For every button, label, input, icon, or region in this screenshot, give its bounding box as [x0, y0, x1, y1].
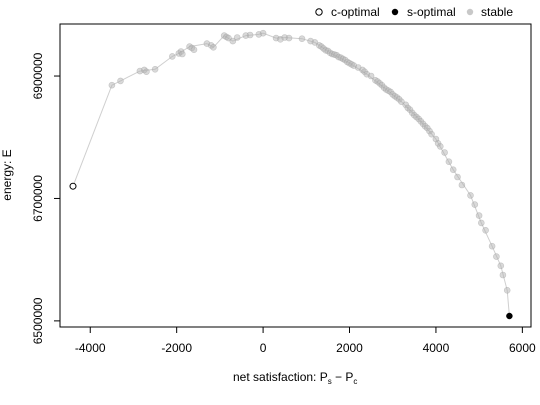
frontier-line-layer — [72, 32, 510, 317]
x-axis-title: net satisfaction: Ps − Pc — [233, 370, 357, 386]
x-axis: -4000 -2000 0 2000 4000 6000 — [75, 326, 536, 355]
data-point-stable — [179, 50, 186, 58]
x-axis-title-sub-c: c — [353, 377, 357, 386]
data-point-stable — [233, 34, 241, 41]
data-point-stable — [445, 158, 453, 165]
data-point-stable — [367, 72, 375, 80]
x-axis-title-minus: − P — [332, 370, 354, 384]
data-point-stable — [467, 192, 474, 199]
data-point-stable — [259, 29, 267, 37]
points-layer — [69, 29, 513, 320]
data-point-stable — [169, 53, 176, 60]
y-tick-label: 6900000 — [31, 52, 45, 99]
y-axis-title: energy: E — [0, 149, 14, 200]
x-tick-label: 0 — [260, 341, 267, 355]
x-tick-label: -2000 — [161, 341, 192, 355]
y-tick-label: 6500000 — [31, 297, 45, 344]
legend: c-optimal s-optimal stable — [315, 5, 513, 19]
data-point-stable — [471, 201, 479, 208]
data-point-stable — [428, 130, 435, 138]
data-point-stable — [151, 66, 159, 73]
data-point-stable — [246, 31, 254, 39]
data-point-stable — [499, 271, 507, 279]
data-point-stable — [229, 37, 237, 45]
x-tick-label: 4000 — [423, 341, 450, 355]
legend-label-s-optimal: s-optimal — [407, 5, 456, 19]
data-point-stable — [497, 262, 505, 270]
x-tick-label: -4000 — [75, 341, 106, 355]
data-point-stable — [475, 212, 483, 219]
data-point-s-optimal — [506, 312, 513, 320]
legend-marker-s-optimal — [391, 8, 399, 16]
x-axis-title-main: net satisfaction: P — [233, 370, 328, 384]
data-point-stable — [493, 253, 500, 260]
data-point-stable — [454, 173, 461, 181]
y-axis: 6500000 6700000 6900000 — [31, 52, 61, 344]
x-tick-label: 2000 — [336, 341, 363, 355]
data-point-stable — [503, 286, 511, 294]
data-point-stable — [285, 34, 293, 42]
legend-marker-c-optimal — [315, 8, 323, 16]
data-point-stable — [449, 166, 457, 173]
data-point-stable — [298, 35, 306, 43]
legend-marker-stable — [466, 8, 474, 16]
data-point-stable — [488, 242, 496, 250]
data-point-stable — [436, 143, 444, 150]
frontier-line — [72, 32, 510, 317]
y-tick-label: 6700000 — [31, 175, 45, 222]
legend-label-c-optimal: c-optimal — [331, 5, 380, 19]
data-point-stable — [441, 149, 448, 156]
data-point-stable — [210, 43, 217, 51]
data-point-stable — [477, 219, 485, 227]
data-point-c-optimal — [69, 182, 77, 190]
data-point-stable — [143, 68, 150, 75]
x-axis-title-sub-s: s — [328, 377, 332, 386]
data-point-stable — [117, 77, 124, 85]
legend-label-stable: stable — [481, 5, 513, 19]
x-tick-label: 6000 — [509, 341, 536, 355]
data-point-stable — [458, 181, 466, 189]
data-point-stable — [482, 227, 489, 234]
data-point-stable — [108, 81, 116, 89]
data-point-stable — [190, 46, 198, 54]
